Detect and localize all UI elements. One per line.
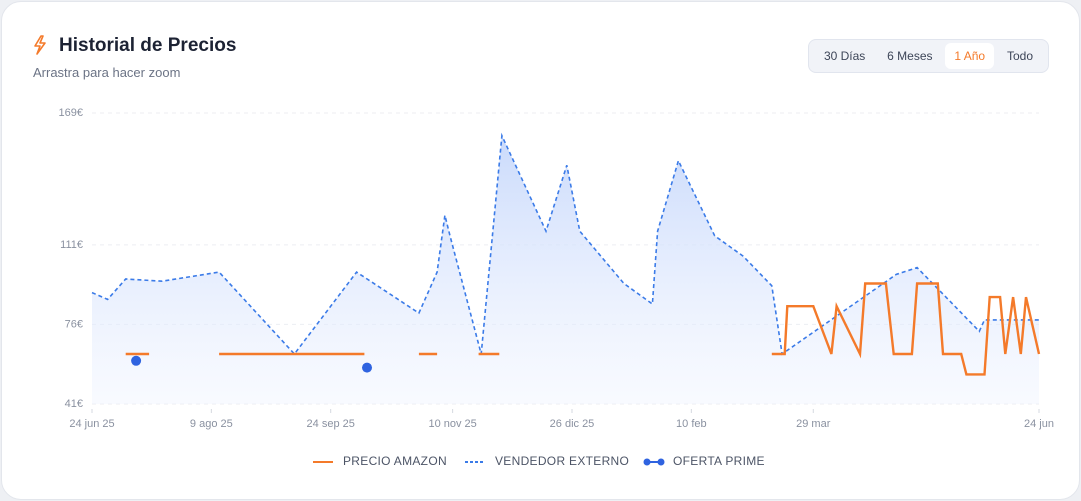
legend-swatch (657, 458, 665, 466)
range-tab[interactable]: Todo (1006, 49, 1034, 63)
y-tick-label: 111€ (60, 239, 83, 251)
legend-label: OFERTA PRIME (673, 454, 765, 468)
x-tick-label: 26 dic 25 (550, 418, 595, 430)
x-tick-label: 10 feb (676, 418, 707, 430)
series-area (92, 135, 1039, 404)
prime-point (362, 362, 373, 373)
bolt-icon (34, 35, 46, 55)
series-line (91, 132, 1039, 356)
x-tick-label: 10 nov 25 (428, 418, 476, 430)
range-tab[interactable]: 30 Días (823, 49, 866, 63)
y-tick-label: 169€ (59, 107, 83, 119)
x-tick-label: 29 mar (796, 418, 831, 430)
range-tab[interactable]: 1 Año (945, 43, 995, 69)
prime-point (131, 355, 142, 366)
series-line (125, 282, 1041, 376)
chart-subtitle: Arrastra para hacer zoom (33, 65, 181, 80)
x-tick-label: 24 sep 25 (307, 418, 355, 430)
range-tabs: 30 Días 6 Meses 1 Año Todo (808, 39, 1049, 73)
chart-title: Historial de Precios (59, 35, 237, 56)
legend-label: PRECIO AMAZON (343, 454, 447, 468)
range-tab[interactable]: 6 Meses (887, 49, 933, 63)
x-tick-label: 9 ago 25 (190, 418, 233, 430)
y-tick-label: 76€ (65, 318, 83, 330)
x-tick-label: 24 jun (1024, 418, 1054, 430)
x-tick-label: 24 jun 25 (69, 418, 114, 430)
legend-swatch (643, 458, 651, 466)
legend-label: VENDEDOR EXTERNO (495, 454, 629, 468)
y-tick-label: 41€ (65, 398, 83, 410)
